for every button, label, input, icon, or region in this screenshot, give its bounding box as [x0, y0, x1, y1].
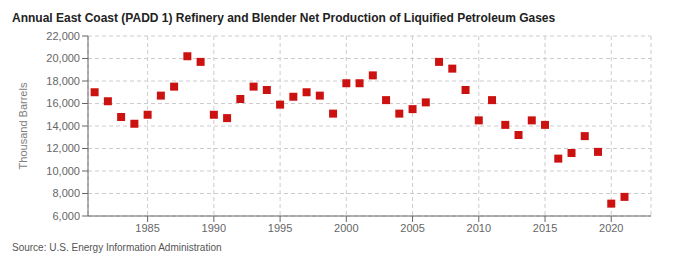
svg-text:Thousand Barrels: Thousand Barrels — [17, 82, 29, 169]
svg-text:18,000: 18,000 — [46, 75, 80, 87]
svg-text:16,000: 16,000 — [46, 97, 80, 109]
svg-text:2020: 2020 — [599, 222, 623, 234]
svg-text:2005: 2005 — [400, 222, 424, 234]
svg-text:10,000: 10,000 — [46, 165, 80, 177]
svg-text:20,000: 20,000 — [46, 52, 80, 64]
svg-text:2000: 2000 — [334, 222, 358, 234]
svg-text:14,000: 14,000 — [46, 120, 80, 132]
html-text:Annual East Coast (PADD 1) Ref: Annual East Coast (PADD 1) Refinery and … — [12, 11, 556, 25]
svg-text:12,000: 12,000 — [46, 142, 80, 154]
svg-text:2010: 2010 — [467, 222, 491, 234]
svg-text:1995: 1995 — [268, 222, 292, 234]
svg-text:22,000: 22,000 — [46, 30, 80, 42]
svg-text:8,000: 8,000 — [52, 187, 80, 199]
svg-text:6,000: 6,000 — [52, 210, 80, 222]
svg-text:2015: 2015 — [533, 222, 557, 234]
svg-text:1985: 1985 — [135, 222, 159, 234]
html-text:Source: U.S. Energy Informatio: Source: U.S. Energy Information Administ… — [12, 242, 222, 253]
svg-text:1990: 1990 — [202, 222, 226, 234]
